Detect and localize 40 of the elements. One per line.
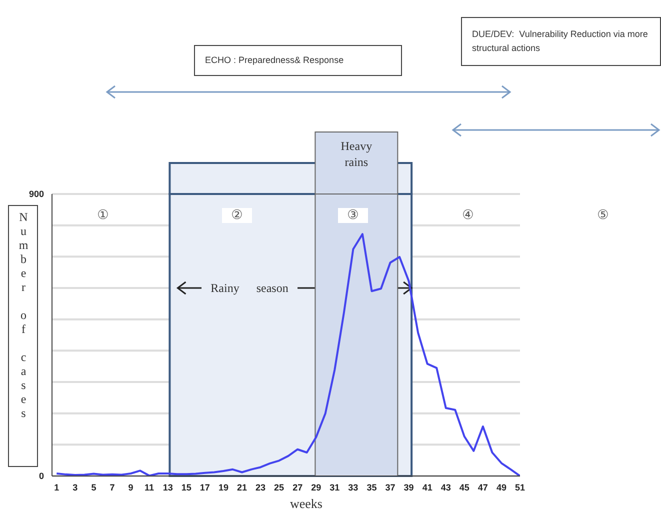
- y-axis-title: Number of cases: [16, 210, 30, 422]
- x-tick-label: 27: [292, 482, 303, 492]
- text: DUE/DEV: Vulnerability Reduction via more structural actions: [461, 17, 661, 66]
- y-tick-label: 0: [38, 471, 44, 482]
- x-tick-label: 5: [91, 482, 96, 492]
- band-label: Rainy season: [210, 281, 288, 295]
- annotation: ③: [338, 208, 368, 223]
- x-tick-label: 51: [514, 482, 526, 492]
- annotation: ②: [222, 208, 252, 223]
- annotation: ④: [453, 208, 483, 223]
- line-series: [56, 233, 520, 476]
- band-label: Heavy rains: [340, 138, 374, 170]
- x-tick-label: 43: [440, 482, 451, 492]
- x-tick-label: 37: [385, 482, 396, 492]
- x-tick-label: 23: [256, 482, 266, 492]
- x-tick-label: 49: [496, 482, 506, 492]
- x-tick-label: 15: [181, 482, 192, 492]
- x-tick-label: 47: [478, 482, 488, 492]
- x-tick-label: 45: [459, 482, 470, 492]
- x-tick-label: 33: [348, 482, 358, 492]
- x-tick-label: 21: [236, 482, 247, 492]
- text: ECHO : Preparedness& Response: [194, 45, 402, 76]
- annotation: ①: [88, 208, 118, 223]
- x-tick-label: 13: [162, 482, 173, 492]
- x-tick-label: 19: [218, 482, 228, 492]
- x-tick-label: 17: [200, 482, 210, 492]
- x-tick-label: 39: [404, 482, 414, 492]
- x-tick-label: 41: [422, 482, 432, 492]
- x-tick-label: 29: [311, 482, 322, 492]
- x-axis-title: weeks: [290, 496, 322, 512]
- x-tick-label: 7: [110, 482, 115, 492]
- x-tick-label: 3: [72, 482, 78, 492]
- text: ⑤: [588, 208, 618, 223]
- x-tick-label: 35: [366, 482, 377, 492]
- x-tick-label: 11: [144, 482, 154, 492]
- x-tick-label: 25: [274, 482, 284, 492]
- y-tick-label: 900: [28, 189, 44, 200]
- x-tick-label: 9: [128, 482, 134, 492]
- x-tick-label: 31: [330, 482, 340, 492]
- x-tick-label: 1: [54, 482, 60, 492]
